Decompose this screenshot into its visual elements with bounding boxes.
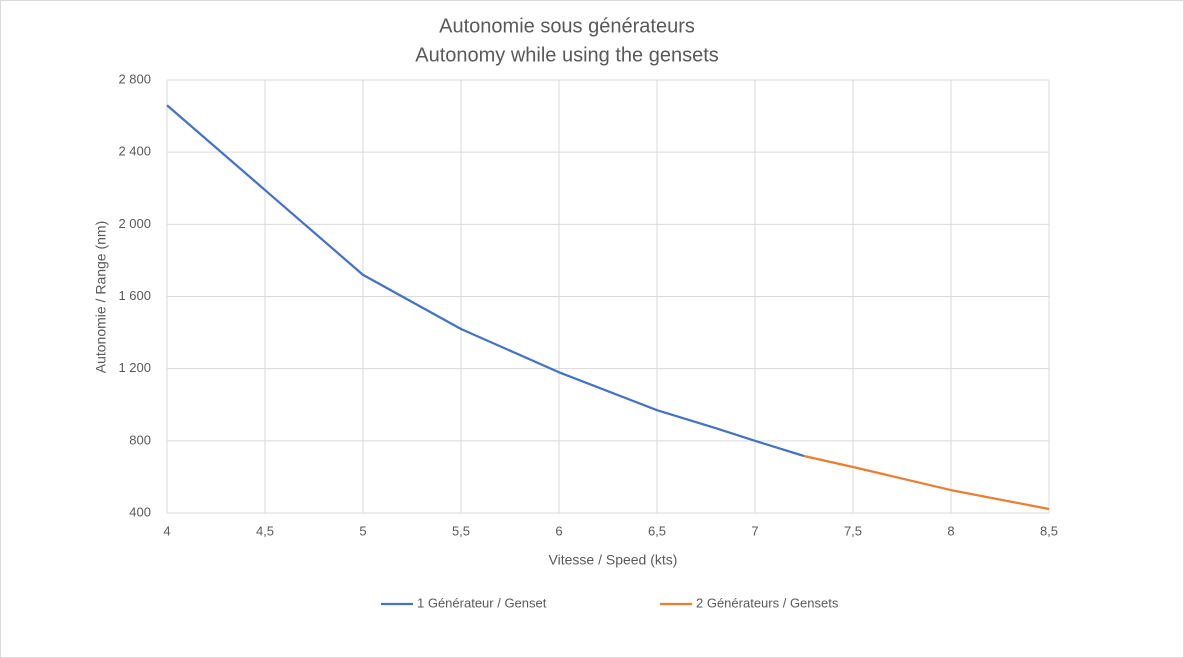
chart-subtitle: Autonomy while using the gensets — [415, 44, 719, 66]
legend-label: 2 Générateurs / Gensets — [696, 595, 839, 610]
chart-title: Autonomie sous générateurs — [439, 15, 695, 37]
series-line — [166, 104, 805, 458]
x-axis-title: Vitesse / Speed (kts) — [549, 552, 678, 568]
y-tick-label: 800 — [129, 432, 151, 447]
x-tick-label: 8 — [947, 523, 954, 538]
y-tick-label: 2 800 — [118, 71, 151, 86]
x-tick-label: 5 — [359, 523, 366, 538]
x-tick-label: 6,5 — [648, 523, 666, 538]
legend-label: 1 Générateur / Genset — [417, 595, 547, 610]
x-tick-label: 5,5 — [452, 523, 470, 538]
x-tick-label: 7 — [751, 523, 758, 538]
y-tick-label: 1 200 — [118, 360, 151, 375]
x-tick-label: 8,5 — [1040, 523, 1058, 538]
series-line — [803, 454, 1050, 511]
y-tick-label: 400 — [129, 504, 151, 519]
y-axis-title: Autonomie / Range (nm) — [93, 221, 109, 374]
x-tick-label: 6 — [555, 523, 562, 538]
x-tick-label: 7,5 — [844, 523, 862, 538]
y-tick-label: 1 600 — [118, 288, 151, 303]
y-tick-label: 2 400 — [118, 144, 151, 159]
x-tick-label: 4 — [163, 523, 170, 538]
x-tick-label: 4,5 — [256, 523, 274, 538]
y-tick-label: 2 000 — [118, 216, 151, 231]
